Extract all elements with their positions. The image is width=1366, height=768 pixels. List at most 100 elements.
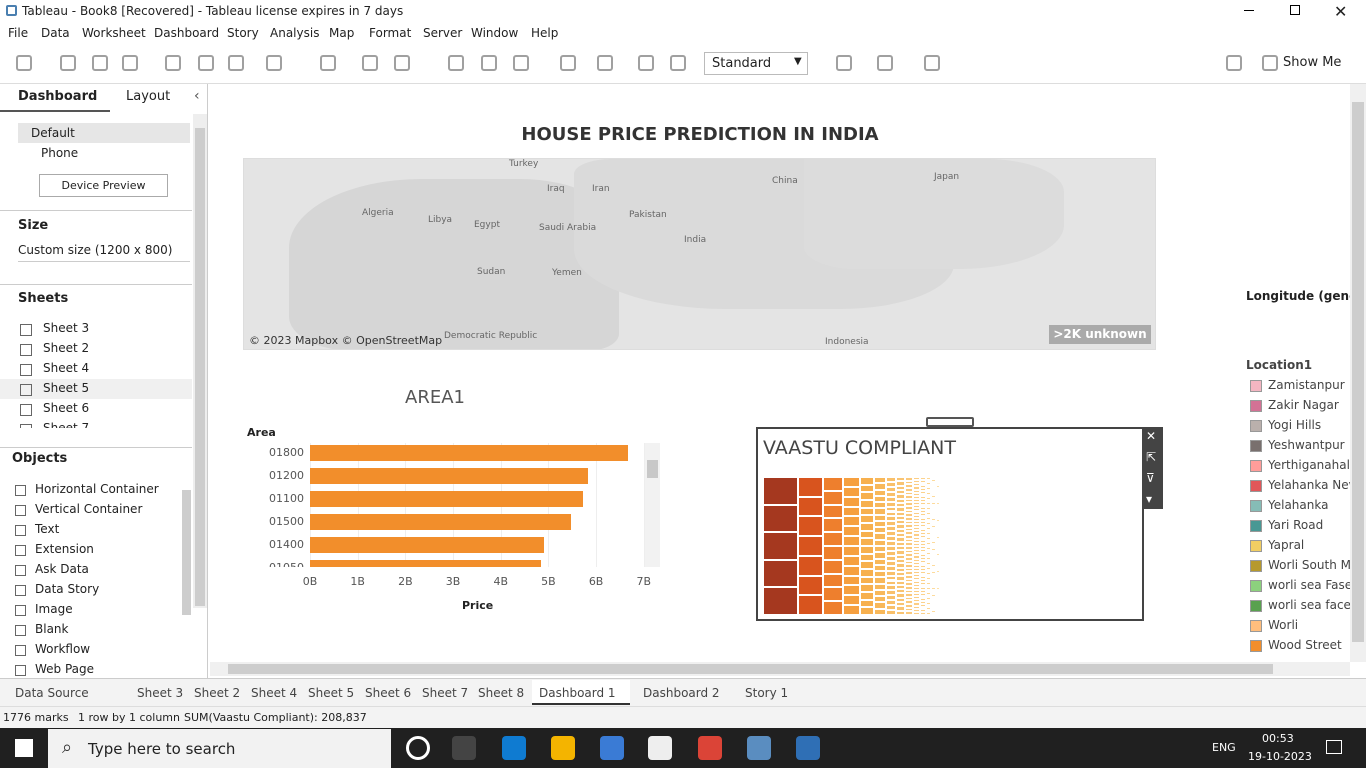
treemap-cell[interactable]	[931, 488, 936, 491]
treemap-cell[interactable]	[913, 542, 920, 546]
treemap-cell[interactable]	[920, 603, 926, 607]
treemap-cell[interactable]	[920, 537, 926, 541]
restore[interactable]	[1290, 5, 1300, 15]
treemap-cell[interactable]	[931, 559, 936, 563]
treemap-cell[interactable]	[874, 520, 886, 528]
treemap-cell[interactable]	[896, 489, 905, 495]
treemap-cell[interactable]	[860, 592, 874, 600]
treemap-cell[interactable]	[896, 584, 905, 590]
treemap-cell[interactable]	[920, 587, 926, 591]
treemap-cell[interactable]	[926, 569, 931, 573]
legend-item[interactable]: Yelahanka Nev	[1268, 478, 1350, 492]
treemap-cell[interactable]	[905, 611, 913, 615]
treemap-cell[interactable]	[926, 547, 931, 550]
bar[interactable]	[310, 537, 545, 553]
treemap-cell[interactable]	[926, 564, 931, 568]
treemap-cell[interactable]	[920, 543, 926, 546]
treemap-cell[interactable]	[896, 481, 905, 486]
treemap-cell[interactable]	[874, 596, 886, 603]
treemap-cell[interactable]	[931, 541, 936, 544]
treemap-cell[interactable]	[905, 495, 913, 499]
treemap-cell[interactable]	[926, 487, 931, 490]
treemap-cell[interactable]	[905, 491, 913, 496]
treemap-cell[interactable]	[913, 536, 920, 540]
treemap-cell[interactable]	[936, 553, 940, 556]
treemap-cell[interactable]	[936, 536, 940, 539]
treemap-cell[interactable]	[931, 589, 936, 592]
menu-item[interactable]: Dashboard	[154, 26, 220, 40]
treemap-cell[interactable]	[913, 498, 920, 503]
treemap-cell[interactable]	[913, 511, 920, 515]
treemap-cell[interactable]	[886, 477, 896, 482]
treemap-cell[interactable]	[823, 518, 843, 533]
treemap-cell[interactable]	[926, 492, 931, 495]
scrollbar-thumb[interactable]	[182, 490, 191, 615]
treemap-cell[interactable]	[926, 519, 931, 523]
treemap-cell[interactable]	[920, 521, 926, 524]
treemap-cell[interactable]	[905, 487, 913, 492]
treemap-cell[interactable]	[931, 495, 936, 498]
unknown-badge[interactable]: >2K unknown	[1049, 325, 1151, 344]
treemap-cell[interactable]	[860, 530, 874, 539]
treemap-cell[interactable]	[931, 610, 936, 613]
treemap-cell[interactable]	[843, 555, 860, 566]
treemap-cell[interactable]	[886, 605, 896, 611]
treemap-cell[interactable]	[913, 552, 920, 556]
treemap-cell[interactable]	[905, 596, 913, 601]
treemap-cell[interactable]	[931, 569, 936, 572]
treemap-cell[interactable]	[931, 594, 936, 597]
treemap-cell[interactable]	[860, 523, 874, 531]
treemap-cell[interactable]	[886, 565, 896, 571]
treemap-cell[interactable]	[913, 577, 920, 581]
treemap-cell[interactable]	[896, 498, 905, 503]
treemap-cell[interactable]	[936, 493, 940, 497]
treemap-cell[interactable]	[931, 582, 936, 586]
treemap-cell[interactable]	[886, 550, 896, 556]
treemap-cell[interactable]	[823, 587, 843, 602]
treemap-cell[interactable]	[798, 496, 823, 517]
treemap-cell[interactable]	[763, 504, 798, 533]
treemap-cell[interactable]	[931, 511, 936, 514]
treemap-cell[interactable]	[874, 571, 886, 578]
treemap-cell[interactable]	[936, 496, 940, 499]
treemap-cell[interactable]	[823, 559, 843, 574]
scrollbar-thumb[interactable]	[228, 664, 1273, 674]
treemap-cell[interactable]	[936, 504, 940, 507]
treemap-cell[interactable]	[926, 484, 931, 488]
toolbar-icon[interactable]	[165, 55, 181, 71]
treemap-cell[interactable]	[905, 480, 913, 485]
treemap-cell[interactable]	[886, 600, 896, 606]
treemap-cell[interactable]	[936, 557, 940, 560]
treemap-cell[interactable]	[886, 536, 896, 542]
treemap-cell[interactable]	[905, 575, 913, 579]
treemap-cell[interactable]	[936, 602, 940, 605]
treemap-cell[interactable]	[926, 562, 931, 565]
treemap-cell[interactable]	[936, 574, 940, 577]
treemap-cell[interactable]	[905, 520, 913, 525]
treemap-cell[interactable]	[874, 564, 886, 572]
treemap-cell[interactable]	[905, 549, 913, 554]
treemap-cell[interactable]	[823, 490, 843, 505]
treemap-cell[interactable]	[896, 507, 905, 512]
treemap-cell[interactable]	[823, 546, 843, 560]
treemap-cell[interactable]	[843, 575, 860, 586]
treemap-cell[interactable]	[936, 555, 940, 558]
treemap-cell[interactable]	[896, 537, 905, 542]
treemap-cell[interactable]	[926, 567, 931, 570]
toolbar-icon[interactable]	[60, 55, 76, 71]
treemap-cell[interactable]	[936, 477, 940, 480]
menu-item[interactable]: Format	[369, 26, 412, 40]
treemap-cell[interactable]	[896, 567, 905, 572]
treemap-cell[interactable]	[931, 500, 936, 503]
treemap-cell[interactable]	[798, 477, 823, 497]
treemap-cell[interactable]	[874, 546, 886, 553]
treemap-cell[interactable]	[920, 562, 926, 566]
taskbar-app[interactable]	[502, 736, 526, 760]
device-preview-button[interactable]: Device Preview	[39, 174, 168, 197]
treemap-cell[interactable]	[913, 593, 920, 597]
menu-item[interactable]: Window	[471, 26, 519, 40]
treemap-cell[interactable]	[823, 573, 843, 588]
treemap-cell[interactable]	[936, 547, 940, 550]
treemap-cell[interactable]	[913, 505, 920, 509]
treemap-cell[interactable]	[886, 501, 896, 507]
